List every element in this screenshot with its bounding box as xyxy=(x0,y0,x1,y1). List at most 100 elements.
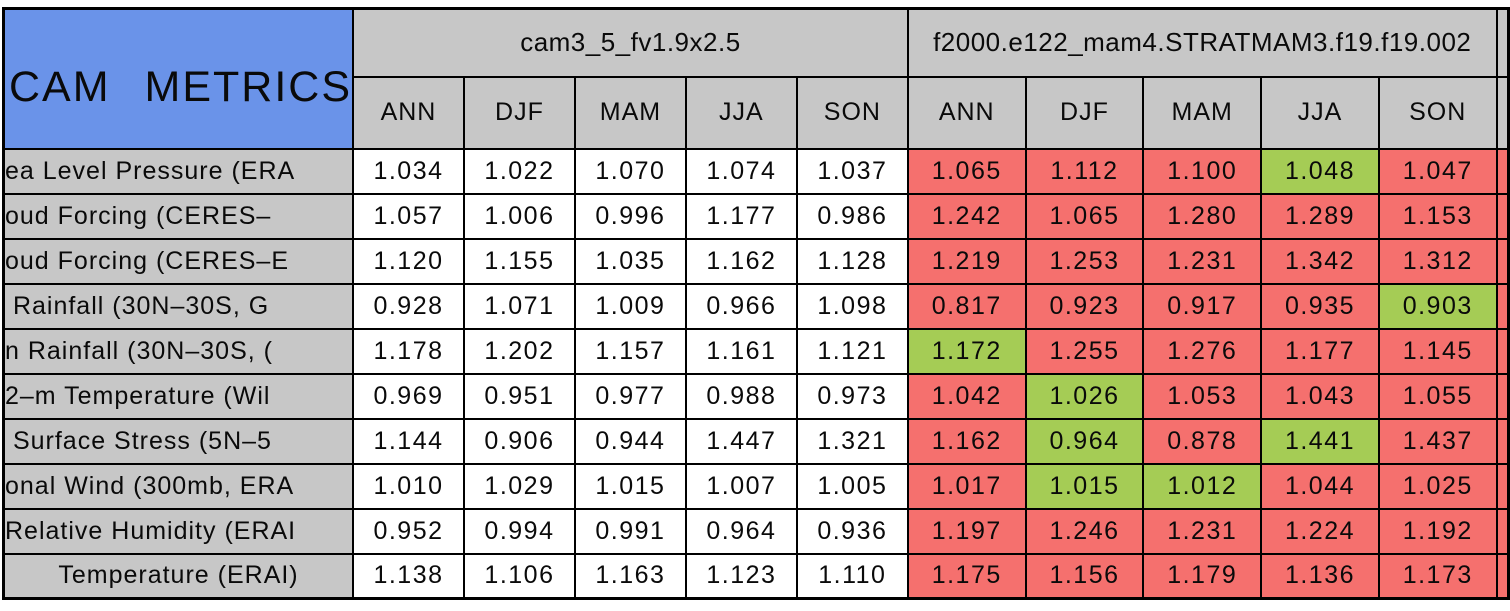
metric-value: 1.034 xyxy=(352,147,465,195)
clipped-next-column-cell xyxy=(1495,417,1510,465)
metric-value: 0.994 xyxy=(462,507,576,555)
metric-value: 1.074 xyxy=(684,147,798,195)
metric-value: 1.128 xyxy=(795,237,909,285)
metric-value: 1.123 xyxy=(684,552,798,600)
metric-value: 0.988 xyxy=(684,372,798,420)
metric-value: 1.138 xyxy=(352,552,465,600)
metric-row-label: Surface Stress (5N–5 xyxy=(2,417,354,465)
metric-row-label: oud Forcing (CERES– xyxy=(2,192,354,240)
metric-value: 0.878 xyxy=(1142,417,1263,465)
metric-value: 1.026 xyxy=(1024,372,1145,420)
metric-value: 1.015 xyxy=(1024,462,1145,510)
model-name-row: CAM METRICS cam3_5_fv1.9x2.5 f2000.e122_… xyxy=(2,7,1510,150)
metric-value: 1.157 xyxy=(573,327,687,375)
metric-value: 1.162 xyxy=(906,417,1027,465)
metric-value: 1.057 xyxy=(352,192,465,240)
metric-value: 1.017 xyxy=(906,462,1027,510)
metric-value: 1.071 xyxy=(462,282,576,330)
metric-value: 1.312 xyxy=(1377,237,1498,285)
season-header-djf-1: DJF xyxy=(462,75,576,150)
season-header-row: ANN DJF MAM JJA SON ANN DJF MAM JJA SON xyxy=(4,75,1510,150)
metric-value: 1.121 xyxy=(795,327,909,375)
metric-value: 1.276 xyxy=(1142,327,1263,375)
metric-row-label: oud Forcing (CERES–E xyxy=(2,237,354,285)
clipped-next-column-cell xyxy=(1495,462,1510,510)
table-row: Rainfall (30N–30S, G 0.928 1.071 1.009 0… xyxy=(2,282,1510,330)
metric-value: 1.112 xyxy=(1024,147,1145,195)
metric-value: 1.253 xyxy=(1024,237,1145,285)
metric-value: 0.986 xyxy=(795,192,909,240)
metric-value: 1.177 xyxy=(1260,327,1380,375)
metric-value: 1.106 xyxy=(462,552,576,600)
metric-value: 0.969 xyxy=(352,372,465,420)
metric-value: 0.923 xyxy=(1024,282,1145,330)
clipped-next-column-header xyxy=(1495,7,1510,78)
metric-value: 1.029 xyxy=(462,462,576,510)
metric-value: 0.817 xyxy=(906,282,1027,330)
metric-row-label: Rainfall (30N–30S, G xyxy=(2,282,354,330)
metric-value: 1.161 xyxy=(684,327,798,375)
season-header-mam-1: MAM xyxy=(573,75,687,150)
clipped-next-column-cell xyxy=(1495,372,1510,420)
metric-value: 1.070 xyxy=(573,147,687,195)
metric-value: 1.005 xyxy=(795,462,909,510)
clipped-next-column-header xyxy=(1495,75,1510,150)
metric-value: 0.966 xyxy=(684,282,798,330)
season-header-son-2: SON xyxy=(1377,75,1498,150)
metric-value: 1.144 xyxy=(352,417,465,465)
metric-value: 1.120 xyxy=(352,237,465,285)
metric-value: 0.951 xyxy=(462,372,576,420)
season-header-jja-1: JJA xyxy=(684,75,798,150)
metric-value: 1.010 xyxy=(352,462,465,510)
model-name-header-2: f2000.e122_mam4.STRATMAM3.f19.f19.002 xyxy=(906,7,1498,78)
model-name-header-1: cam3_5_fv1.9x2.5 xyxy=(352,7,909,78)
table-row: Surface Stress (5N–5 1.144 0.906 0.944 1… xyxy=(2,417,1510,465)
metric-value: 0.917 xyxy=(1142,282,1263,330)
metric-value: 1.065 xyxy=(1024,192,1145,240)
season-header-djf-2: DJF xyxy=(1024,75,1145,150)
metric-row-label: 2–m Temperature (Wil xyxy=(2,372,354,420)
metric-value: 1.044 xyxy=(1260,462,1380,510)
table-row: Relative Humidity (ERAI 0.952 0.994 0.99… xyxy=(2,507,1510,555)
metric-value: 1.053 xyxy=(1142,372,1263,420)
season-header-son-1: SON xyxy=(795,75,909,150)
metric-value: 1.100 xyxy=(1142,147,1263,195)
metric-value: 1.098 xyxy=(795,282,909,330)
season-header-ann-1: ANN xyxy=(352,75,465,150)
metric-value: 1.047 xyxy=(1377,147,1498,195)
metric-value: 1.231 xyxy=(1142,507,1263,555)
clipped-next-column-cell xyxy=(1495,552,1510,600)
metric-value: 1.231 xyxy=(1142,237,1263,285)
metric-value: 1.179 xyxy=(1142,552,1263,600)
metric-value: 1.224 xyxy=(1260,507,1380,555)
metric-value: 1.043 xyxy=(1260,372,1380,420)
metric-row-label: Temperature (ERAI) xyxy=(2,552,354,600)
metric-value: 1.175 xyxy=(906,552,1027,600)
metric-value: 1.012 xyxy=(1142,462,1263,510)
metric-value: 0.903 xyxy=(1377,282,1498,330)
metric-value: 1.246 xyxy=(1024,507,1145,555)
metric-value: 1.219 xyxy=(906,237,1027,285)
metric-value: 1.025 xyxy=(1377,462,1498,510)
metric-value: 1.342 xyxy=(1260,237,1380,285)
table-row: n Rainfall (30N–30S, ( 1.178 1.202 1.157… xyxy=(2,327,1510,375)
metric-value: 1.015 xyxy=(573,462,687,510)
metric-value: 0.996 xyxy=(573,192,687,240)
metric-value: 1.155 xyxy=(462,237,576,285)
metric-value: 1.035 xyxy=(573,237,687,285)
metric-value: 1.280 xyxy=(1142,192,1263,240)
table-row: oud Forcing (CERES–E 1.120 1.155 1.035 1… xyxy=(2,237,1510,285)
metric-value: 0.977 xyxy=(573,372,687,420)
metric-value: 1.007 xyxy=(684,462,798,510)
metric-value: 1.048 xyxy=(1260,147,1380,195)
metric-value: 0.928 xyxy=(352,282,465,330)
metric-value: 1.178 xyxy=(352,327,465,375)
metric-value: 0.964 xyxy=(684,507,798,555)
metric-row-label: n Rainfall (30N–30S, ( xyxy=(2,327,354,375)
metric-value: 1.009 xyxy=(573,282,687,330)
metric-value: 1.065 xyxy=(906,147,1027,195)
table-row: 2–m Temperature (Wil 0.969 0.951 0.977 0… xyxy=(2,372,1510,420)
metric-value: 0.906 xyxy=(462,417,576,465)
clipped-next-column-cell xyxy=(1495,237,1510,285)
metric-value: 1.156 xyxy=(1024,552,1145,600)
